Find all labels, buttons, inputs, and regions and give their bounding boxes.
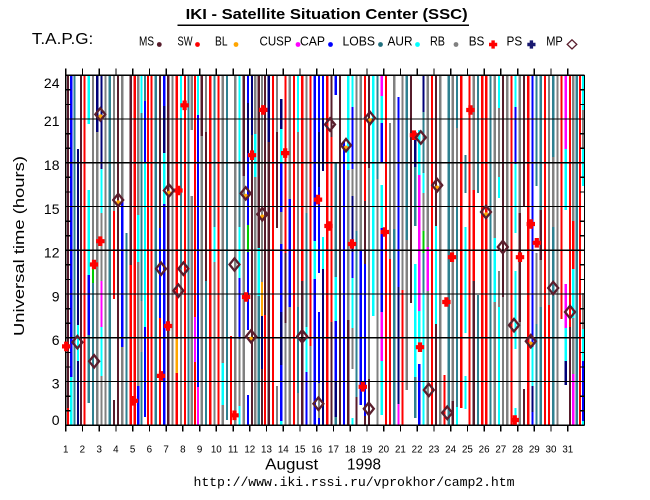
svg-text:11: 11 [228,445,238,456]
svg-text:SW: SW [178,34,193,48]
svg-text:MP: MP [546,34,563,48]
svg-text:27: 27 [495,445,506,456]
svg-text:http://www.iki.rssi.ru/vprokho: http://www.iki.rssi.ru/vprokhor/camp2.ht… [194,475,515,490]
svg-text:CUSP: CUSP [260,34,292,48]
svg-text:4: 4 [113,445,119,456]
svg-text:7: 7 [163,445,168,456]
svg-text:BS: BS [469,34,485,48]
svg-text:0: 0 [52,412,60,428]
svg-text:28: 28 [512,445,523,456]
svg-text:6: 6 [147,445,153,456]
svg-text:26: 26 [479,445,490,456]
svg-text:16: 16 [311,445,322,456]
svg-text:18: 18 [44,157,60,173]
svg-text:3: 3 [52,376,60,392]
svg-text:9: 9 [52,288,60,304]
svg-text:20: 20 [378,445,389,456]
svg-text:12: 12 [244,445,255,456]
svg-text:22: 22 [412,445,423,456]
svg-text:21: 21 [395,445,406,456]
svg-text:10: 10 [211,445,222,456]
svg-text:24: 24 [44,75,60,91]
svg-text:13: 13 [261,445,272,456]
svg-text:LOBS: LOBS [343,34,376,48]
svg-text:AUR: AUR [388,34,413,48]
svg-text:23: 23 [428,445,439,456]
svg-text:21: 21 [44,113,60,129]
svg-text:24: 24 [445,445,456,456]
svg-text:29: 29 [529,445,540,456]
svg-text:6: 6 [52,332,60,348]
svg-text:31: 31 [562,445,573,456]
svg-text:1998: 1998 [347,456,381,473]
svg-text:T.A.P.G:: T.A.P.G: [32,31,93,48]
svg-text:1: 1 [63,445,68,456]
svg-text:25: 25 [462,445,473,456]
svg-text:BL: BL [215,34,228,48]
svg-text:Universal time (hours): Universal time (hours) [12,156,28,336]
svg-text:8: 8 [180,445,186,456]
svg-text:18: 18 [345,445,356,456]
svg-text:14: 14 [278,445,289,456]
svg-text:15: 15 [44,201,60,217]
svg-text:IKI - Satellite Situation Cent: IKI - Satellite Situation Center (SSC) [186,6,468,23]
svg-text:5: 5 [130,445,136,456]
svg-text:CAP: CAP [300,34,325,48]
svg-text:15: 15 [295,445,306,456]
svg-text:19: 19 [361,445,372,456]
svg-text:RB: RB [430,34,445,48]
svg-text:30: 30 [546,445,557,456]
svg-text:MS: MS [139,34,154,48]
svg-text:3: 3 [96,445,102,456]
svg-text:August: August [265,456,319,473]
svg-text:9: 9 [197,445,202,456]
svg-text:17: 17 [328,445,339,456]
svg-text:12: 12 [44,244,60,260]
svg-text:PS: PS [507,34,523,48]
svg-text:2: 2 [80,445,85,456]
